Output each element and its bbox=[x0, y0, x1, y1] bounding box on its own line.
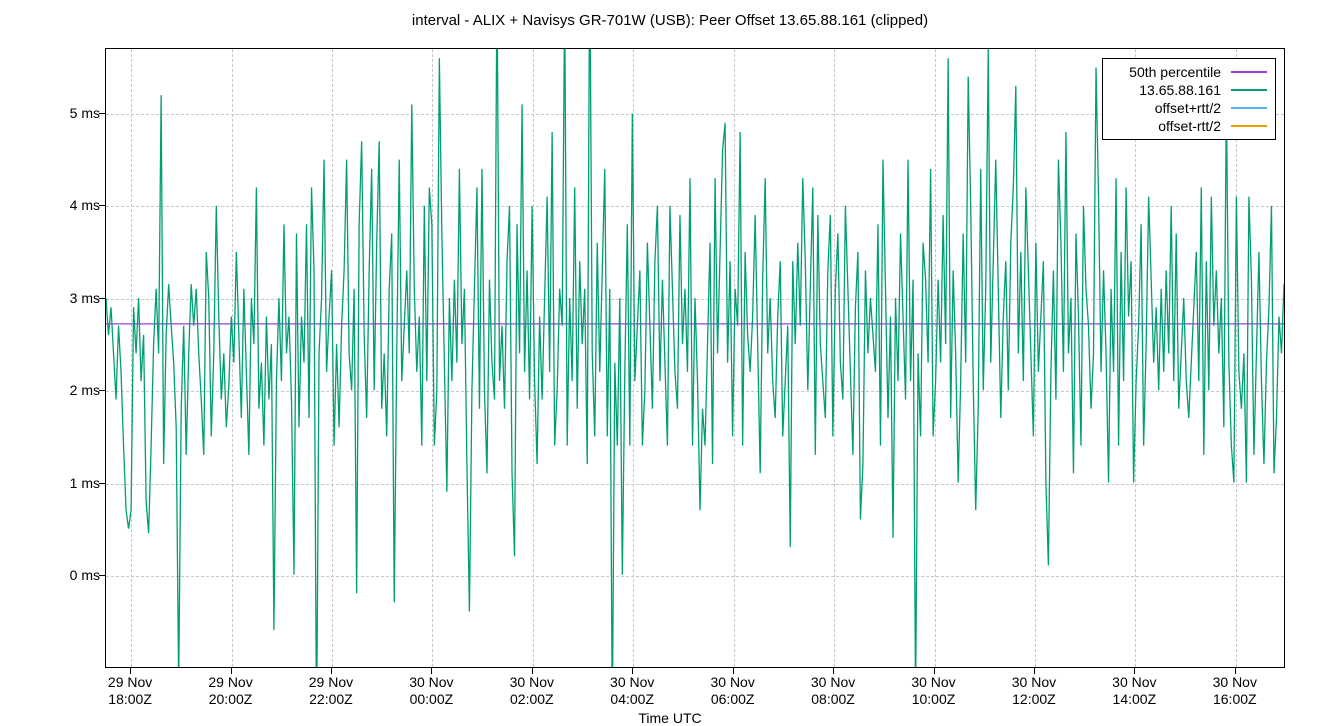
legend-label: offset+rtt/2 bbox=[1111, 100, 1221, 116]
x-tick-label: 29 Nov 22:00Z bbox=[309, 674, 353, 708]
x-tick-label: 29 Nov 20:00Z bbox=[208, 674, 252, 708]
x-tick-label: 30 Nov 14:00Z bbox=[1112, 674, 1156, 708]
x-tick-mark bbox=[833, 668, 834, 674]
legend-swatch bbox=[1231, 107, 1267, 109]
legend: 50th percentile 13.65.88.161 offset+rtt/2 o… bbox=[1102, 58, 1276, 140]
y-tick-mark bbox=[99, 483, 105, 484]
legend-swatch bbox=[1231, 71, 1267, 73]
legend-row: offset-rtt/2 bbox=[1111, 117, 1267, 135]
y-tick-mark bbox=[99, 390, 105, 391]
y-tick-mark bbox=[99, 113, 105, 114]
x-tick-label: 30 Nov 02:00Z bbox=[510, 674, 554, 708]
x-tick-label: 29 Nov 18:00Z bbox=[108, 674, 152, 708]
legend-row: offset+rtt/2 bbox=[1111, 99, 1267, 117]
legend-label: offset-rtt/2 bbox=[1111, 118, 1221, 134]
legend-row: 13.65.88.161 bbox=[1111, 81, 1267, 99]
y-tick-mark bbox=[99, 205, 105, 206]
x-tick-mark bbox=[733, 668, 734, 674]
x-tick-mark bbox=[431, 668, 432, 674]
y-tick-label: 5 ms bbox=[10, 105, 100, 121]
x-tick-mark bbox=[231, 668, 232, 674]
legend-swatch bbox=[1231, 125, 1267, 127]
x-tick-mark bbox=[331, 668, 332, 674]
legend-label: 50th percentile bbox=[1111, 64, 1221, 80]
plot-area bbox=[105, 48, 1285, 668]
legend-swatch bbox=[1231, 89, 1267, 91]
x-tick-mark bbox=[1134, 668, 1135, 674]
y-tick-label: 1 ms bbox=[10, 475, 100, 491]
chart-title: interval - ALIX + Navisys GR-701W (USB):… bbox=[0, 12, 1340, 29]
x-tick-label: 30 Nov 00:00Z bbox=[409, 674, 453, 708]
series-svg bbox=[106, 49, 1284, 667]
chart-container: interval - ALIX + Navisys GR-701W (USB):… bbox=[0, 0, 1340, 720]
legend-label: 13.65.88.161 bbox=[1111, 82, 1221, 98]
x-tick-mark bbox=[130, 668, 131, 674]
x-tick-mark bbox=[632, 668, 633, 674]
y-tick-label: 4 ms bbox=[10, 197, 100, 213]
x-tick-mark bbox=[1235, 668, 1236, 674]
x-tick-label: 30 Nov 16:00Z bbox=[1213, 674, 1257, 708]
y-tick-label: 2 ms bbox=[10, 382, 100, 398]
x-tick-label: 30 Nov 12:00Z bbox=[1012, 674, 1056, 708]
x-tick-mark bbox=[532, 668, 533, 674]
y-tick-mark bbox=[99, 298, 105, 299]
y-tick-label: 3 ms bbox=[10, 290, 100, 306]
x-tick-mark bbox=[1034, 668, 1035, 674]
y-tick-label: 0 ms bbox=[10, 567, 100, 583]
x-tick-label: 30 Nov 08:00Z bbox=[811, 674, 855, 708]
main-series-line bbox=[106, 49, 1284, 667]
x-tick-label: 30 Nov 04:00Z bbox=[610, 674, 654, 708]
y-tick-mark bbox=[99, 575, 105, 576]
x-axis-label: Time UTC bbox=[0, 710, 1340, 726]
x-tick-mark bbox=[934, 668, 935, 674]
x-tick-label: 30 Nov 10:00Z bbox=[911, 674, 955, 708]
legend-row: 50th percentile bbox=[1111, 63, 1267, 81]
x-tick-label: 30 Nov 06:00Z bbox=[710, 674, 754, 708]
